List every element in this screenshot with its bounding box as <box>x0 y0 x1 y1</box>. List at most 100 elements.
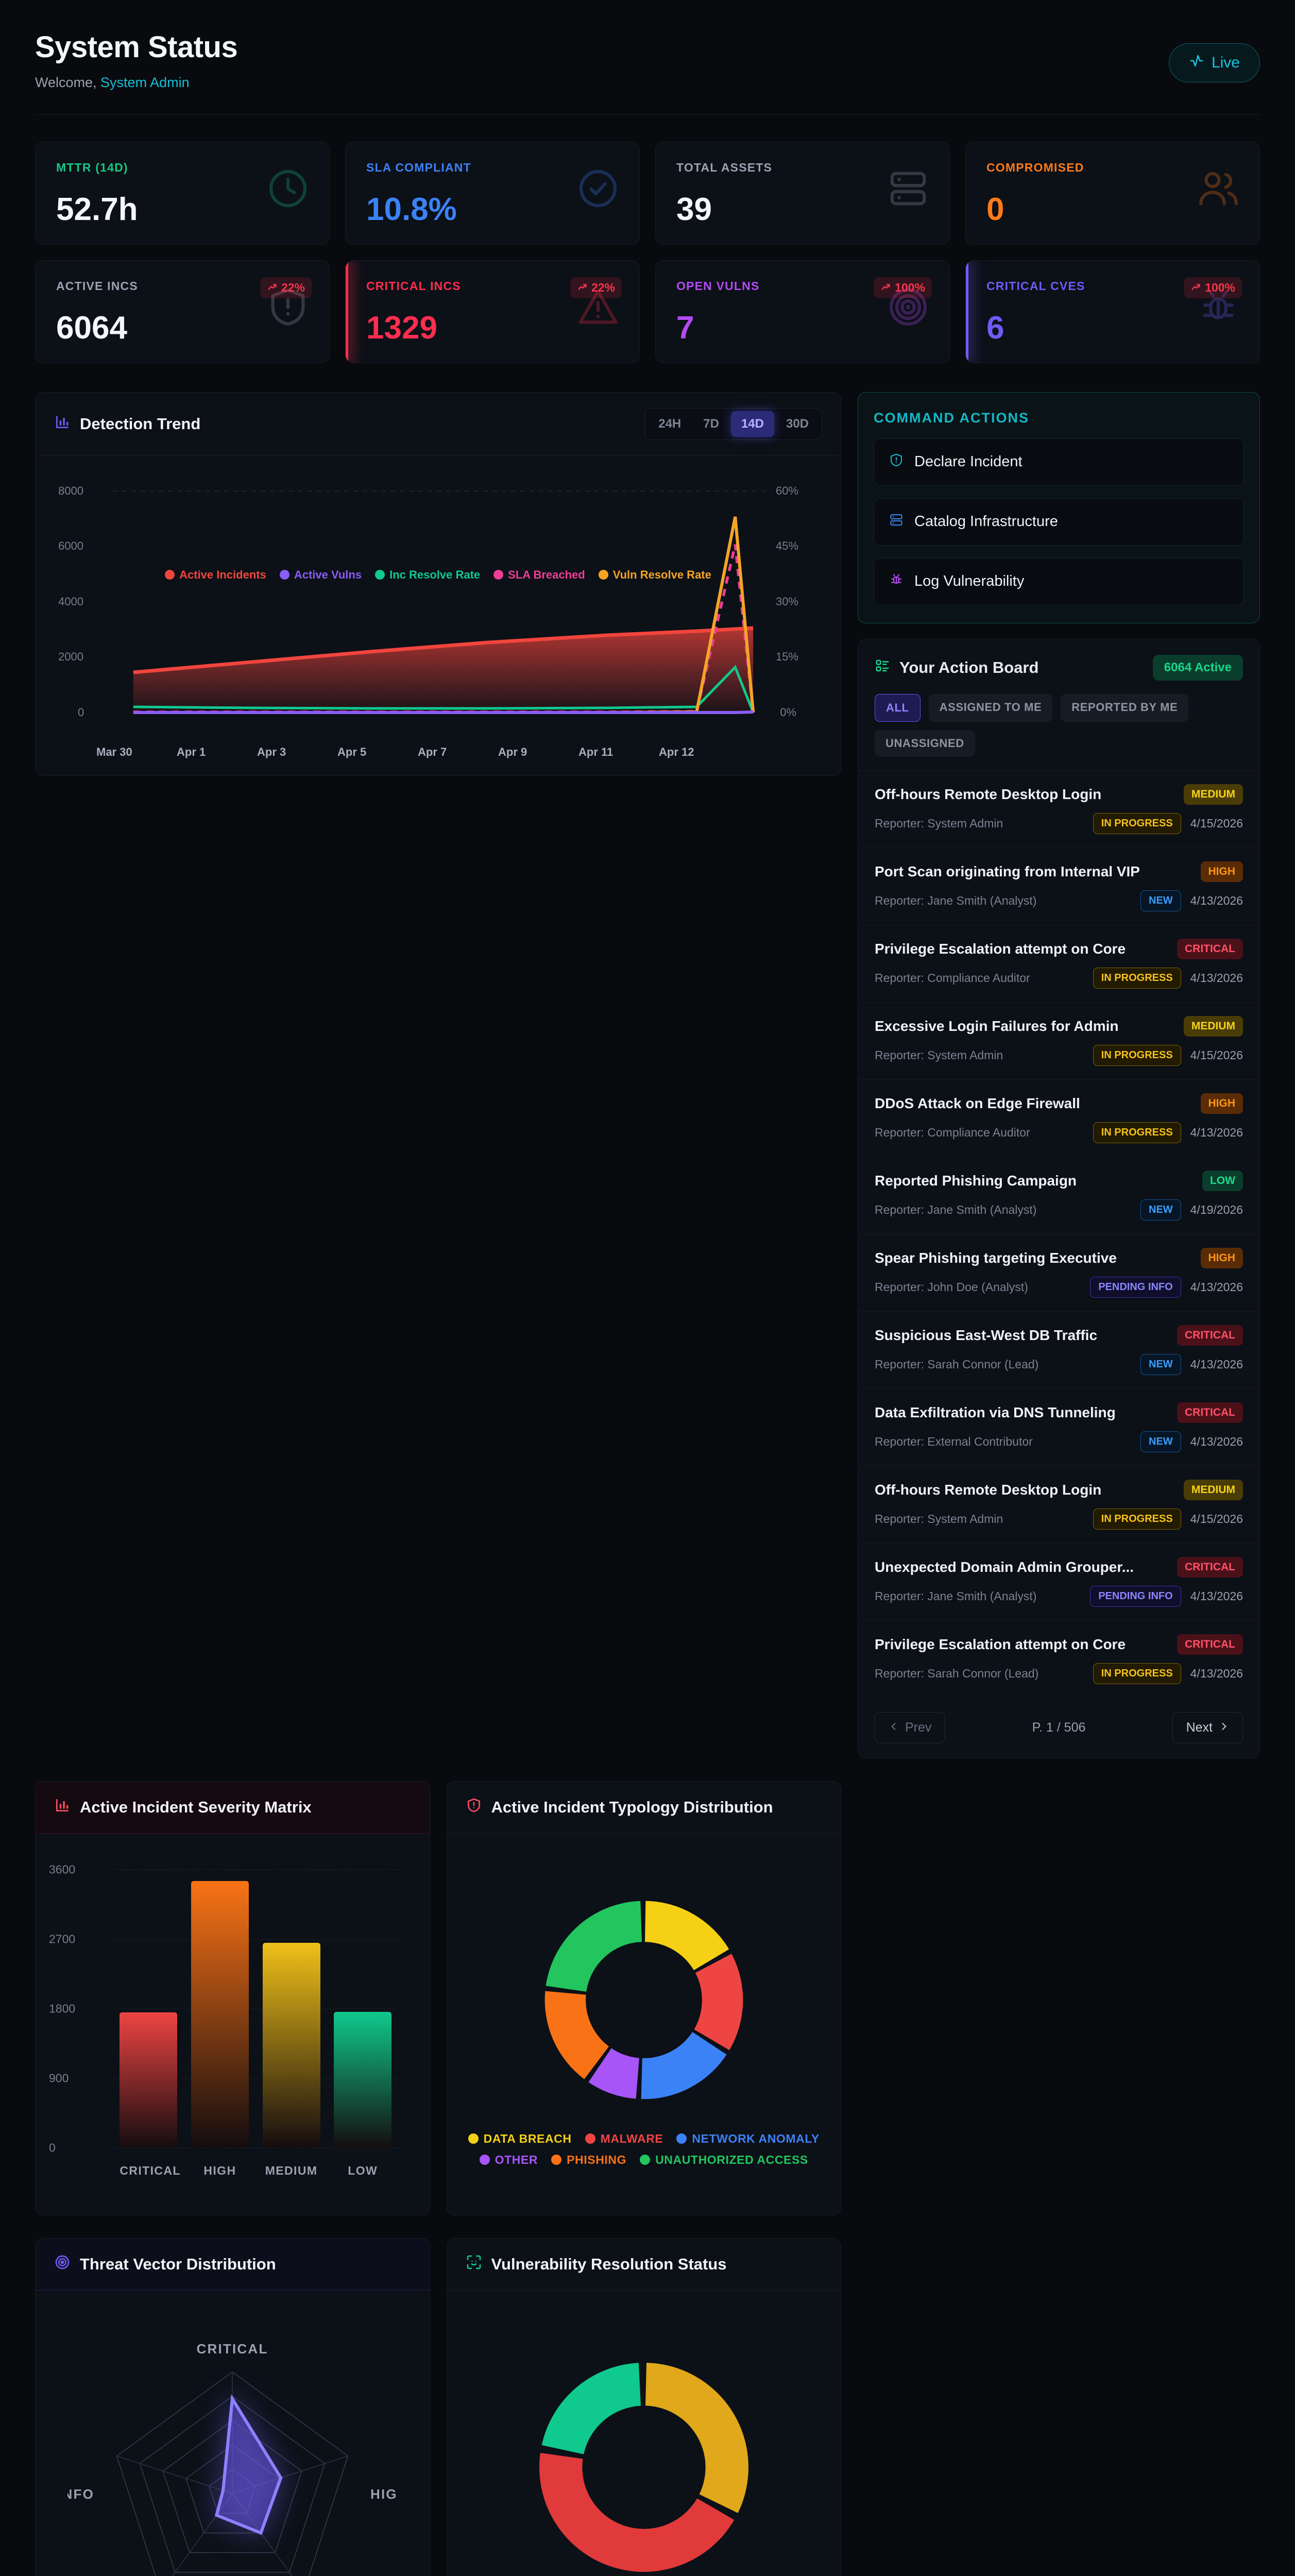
x-axis-tick: Apr 5 <box>337 745 367 758</box>
live-status-badge[interactable]: Live <box>1168 43 1260 82</box>
action-board-row[interactable]: Privilege Escalation attempt on Core CRIT… <box>858 1621 1259 1698</box>
kpi-card[interactable]: CRITICAL CVES 6 100% <box>965 260 1260 363</box>
donut-slice[interactable] <box>541 2363 641 2455</box>
command-action-button[interactable]: Declare Incident <box>874 438 1244 486</box>
bar-chart-icon <box>54 1797 71 1818</box>
donut-slice[interactable] <box>644 1901 729 1971</box>
severity-bar[interactable] <box>120 2012 178 2148</box>
kpi-label: SLA COMPLIANT <box>366 160 471 174</box>
shield-alert-icon <box>889 452 904 472</box>
legend-item[interactable]: DATA BREACH <box>468 2132 572 2146</box>
next-page-button[interactable]: Next <box>1172 1711 1243 1743</box>
legend-label: Active Incidents <box>179 568 266 581</box>
legend-item[interactable]: UNAUTHORIZED ACCESS <box>640 2153 808 2167</box>
severity-matrix-plot: 0 900 1800 2700 3600 CRITICAL HIGH MEDIUM LOW <box>36 1834 430 2215</box>
action-board-row[interactable]: Port Scan originating from Internal VIP H… <box>858 848 1259 925</box>
action-board-row[interactable]: Reported Phishing Campaign LOW Reporter: J… <box>858 1157 1259 1234</box>
legend-item[interactable]: Vuln Resolve Rate <box>598 568 711 582</box>
donut-slice[interactable] <box>546 1901 642 1992</box>
legend-item[interactable]: PHISHING <box>551 2153 626 2167</box>
incident-date: 4/13/2026 <box>1190 1280 1243 1294</box>
severity-bar[interactable] <box>191 1881 249 2148</box>
y-axis-tick: 0 <box>78 705 84 719</box>
right-rail: Command Actions Declare Incident Catalog … <box>858 392 1260 1758</box>
incident-title: Port Scan originating from Internal VIP <box>875 863 1140 879</box>
severity-bars-wrap <box>113 1869 399 2148</box>
kpi-card[interactable]: SLA COMPLIANT 10.8% <box>345 141 640 245</box>
incident-reporter: Reporter: System Admin <box>875 1048 1003 1062</box>
kpi-card[interactable]: MTTR (14D) 52.7h <box>35 141 330 245</box>
legend-item[interactable]: MALWARE <box>585 2132 663 2146</box>
kpi-label: OPEN VULNS <box>676 279 760 293</box>
action-board-row[interactable]: Privilege Escalation attempt on Core CRIT… <box>858 925 1259 1003</box>
list-checks-icon <box>875 658 890 677</box>
status-badge: NEW <box>1140 1353 1181 1375</box>
donut-slice[interactable] <box>544 1991 609 2079</box>
legend-swatch <box>640 2155 651 2165</box>
legend-item[interactable]: SLA Breached <box>493 568 585 582</box>
board-filter-assigned-to-me[interactable]: ASSIGNED TO ME <box>928 693 1053 722</box>
kpi-value: 10.8% <box>366 191 457 227</box>
detection-trend-title-group: Detection Trend <box>54 414 200 434</box>
severity-badge: CRITICAL <box>1177 1325 1243 1346</box>
kpi-card[interactable]: TOTAL ASSETS 39 <box>655 141 950 245</box>
y2-axis-tick: 45% <box>775 539 798 552</box>
range-option-14d[interactable]: 14D <box>730 411 774 437</box>
action-board-row[interactable]: Data Exfiltration via DNS Tunneling CRITI… <box>858 1389 1259 1466</box>
range-option-24h[interactable]: 24H <box>658 416 681 431</box>
severity-bars <box>113 1870 399 2148</box>
kpi-label: CRITICAL INCS <box>366 279 461 293</box>
lower-charts-row-1: Active Incident Severity Matrix 0 900 1800… <box>35 1781 841 2215</box>
kpi-card[interactable]: ACTIVE INCS 6064 22% <box>35 260 330 363</box>
legend-item[interactable]: NETWORK ANOMALY <box>676 2132 820 2146</box>
action-board-row[interactable]: DDoS Attack on Edge Firewall HIGH Reporter… <box>858 1080 1259 1157</box>
radar-axis-line <box>116 2455 233 2494</box>
status-badge: IN PROGRESS <box>1093 1044 1181 1066</box>
action-board-title-group: Your Action Board <box>875 658 1038 677</box>
severity-bar[interactable] <box>262 1943 320 2148</box>
action-board-row[interactable]: Unexpected Domain Admin Grouper... CRITIC… <box>858 1544 1259 1621</box>
severity-badge: CRITICAL <box>1177 1634 1243 1655</box>
action-board-filters[interactable]: ALL ASSIGNED TO ME REPORTED BY ME UNASSIGNE… <box>875 693 1243 757</box>
kpi-trend-value: 22% <box>281 280 305 294</box>
incident-title: Privilege Escalation attempt on Core <box>875 1636 1126 1652</box>
legend-item[interactable]: OTHER <box>479 2153 538 2167</box>
action-board-row[interactable]: Excessive Login Failures for Admin MEDIUM… <box>858 1003 1259 1080</box>
legend-item[interactable]: Active Incidents <box>165 568 266 582</box>
status-badge: NEW <box>1140 1199 1181 1221</box>
legend-item[interactable]: Active Vulns <box>279 568 362 582</box>
prev-page-button[interactable]: Prev <box>875 1711 946 1743</box>
incident-reporter: Reporter: Jane Smith (Analyst) <box>875 1589 1037 1603</box>
y2-axis-tick: 60% <box>775 484 798 497</box>
incident-reporter: Reporter: Compliance Auditor <box>875 971 1030 985</box>
server-icon <box>889 512 904 532</box>
donut-slice[interactable] <box>641 2032 727 2099</box>
kpi-value: 7 <box>676 310 694 346</box>
severity-y-tick: 900 <box>49 2071 69 2085</box>
board-filter-all[interactable]: ALL <box>875 693 921 722</box>
welcome-prefix: Welcome, <box>35 74 101 90</box>
command-action-button[interactable]: Log Vulnerability <box>874 557 1244 605</box>
incident-title: Spear Phishing targeting Executive <box>875 1249 1117 1266</box>
severity-y-tick: 1800 <box>49 2002 76 2015</box>
range-option-30d[interactable]: 30D <box>786 416 809 431</box>
severity-badge: CRITICAL <box>1177 1556 1243 1578</box>
donut-slice[interactable] <box>645 2363 748 2514</box>
action-board-row[interactable]: Off-hours Remote Desktop Login MEDIUM Repo… <box>858 771 1259 848</box>
severity-bar[interactable] <box>334 2011 392 2148</box>
donut-slice[interactable] <box>539 2453 735 2572</box>
range-option-7d[interactable]: 7D <box>703 416 719 431</box>
action-board-row[interactable]: Spear Phishing targeting Executive HIGH Re… <box>858 1234 1259 1312</box>
command-action-button[interactable]: Catalog Infrastructure <box>874 498 1244 546</box>
donut-slice[interactable] <box>694 1954 743 2050</box>
kpi-card[interactable]: COMPROMISED 0 <box>965 141 1260 245</box>
action-board-row[interactable]: Off-hours Remote Desktop Login MEDIUM Repo… <box>858 1466 1259 1544</box>
time-range-selector[interactable]: 24H 7D 14D 30D <box>645 408 822 440</box>
kpi-card[interactable]: CRITICAL INCS 1329 22% <box>345 260 640 363</box>
action-board-row[interactable]: Suspicious East-West DB Traffic CRITICAL R… <box>858 1312 1259 1389</box>
kpi-card[interactable]: OPEN VULNS 7 100% <box>655 260 950 363</box>
board-filter-reported-by-me[interactable]: REPORTED BY ME <box>1061 693 1189 722</box>
board-filter-unassigned[interactable]: UNASSIGNED <box>875 730 975 757</box>
legend-item[interactable]: Inc Resolve Rate <box>375 568 480 582</box>
kpi-label: TOTAL ASSETS <box>676 160 773 174</box>
